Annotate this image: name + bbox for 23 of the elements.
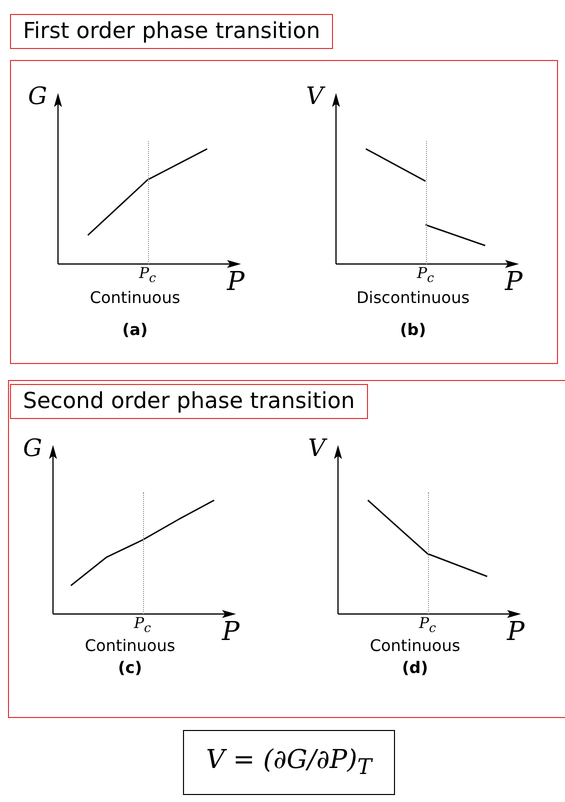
x-axis-title: P [507, 617, 524, 647]
x-axis-title: P [505, 267, 522, 297]
chart-title: First order phase transition [10, 14, 334, 49]
text: V = (∂G/∂P)$_{T}$ [183, 730, 395, 796]
x-axis-title: P [227, 267, 244, 297]
annotation: P$_{c}$ [138, 264, 158, 286]
text: Discontinuous [356, 288, 470, 307]
x-axis-title: P [222, 617, 240, 647]
text: (d) [400, 658, 430, 677]
text: (b) [398, 320, 428, 339]
text: Continuous [84, 636, 176, 655]
y-axis-title: G [28, 82, 48, 110]
chart-title: Second order phase transition [10, 384, 368, 419]
text: P$_{c}$ [416, 264, 436, 286]
y-axis-title: V [306, 82, 324, 110]
text: (c) [116, 658, 144, 677]
y-axis-title: V [308, 434, 326, 462]
y-axis-title: G [23, 434, 42, 462]
text: (a) [121, 320, 149, 339]
text: Continuous [370, 636, 460, 655]
text: Continuous [90, 288, 180, 307]
annotation: P$_{c}$ [132, 614, 152, 636]
annotation: P$_{c}$ [418, 614, 438, 636]
